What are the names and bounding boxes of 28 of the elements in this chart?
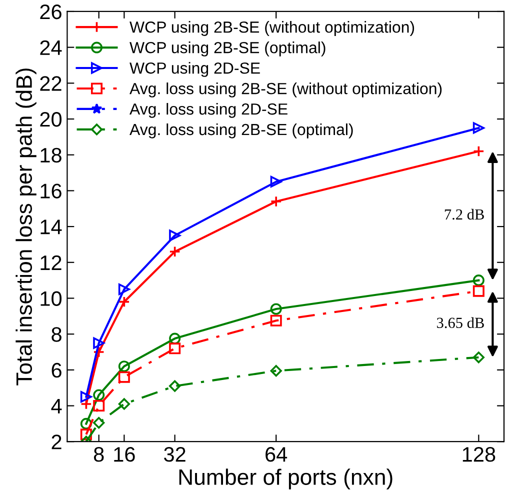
legend-label: WCP using 2B-SE (optimal) — [130, 42, 326, 56]
y-tick-label: 4 — [51, 398, 62, 414]
legend-label: WCP using 2D-SE — [130, 62, 260, 77]
x-tick-label: 32 — [164, 447, 186, 462]
y-tick-label: 12 — [40, 255, 62, 270]
legend-label: Avg. loss using 2B-SE (optimal) — [130, 123, 353, 138]
y-tick-label: 14 — [40, 220, 62, 234]
y-tick-label: 24 — [40, 40, 62, 55]
annotation: 3.65 dB — [437, 317, 484, 328]
y-tick-label: 20 — [40, 112, 62, 127]
x-axis-title: Number of ports (nxn) — [179, 468, 392, 490]
y-tick-label: 26 — [40, 4, 62, 20]
y-tick-label: 10 — [40, 291, 62, 306]
legend-label: WCP using 2B-SE (without optimization) — [130, 21, 414, 36]
x-tick-label: 8 — [94, 447, 104, 462]
legend-label: Avg. loss using 2D-SE — [130, 102, 288, 118]
y-tick-label: 2 — [52, 434, 62, 450]
x-tick-label: 64 — [266, 447, 288, 462]
y-tick-label: 22 — [40, 76, 62, 91]
x-tick-label: 16 — [114, 447, 135, 462]
y-tick-label: 18 — [40, 148, 62, 163]
y-tick-label: 16 — [40, 184, 62, 198]
y-tick-label: 6 — [52, 362, 62, 378]
x-tick-label: 128 — [462, 447, 496, 462]
legend-label: Avg. loss using 2B-SE (without optimization) — [130, 82, 442, 98]
y-tick-label: 8 — [52, 327, 62, 342]
annotation: 7.2 dB — [444, 208, 484, 220]
y-axis-title: Total insertion loss per path (dB) — [16, 68, 36, 386]
